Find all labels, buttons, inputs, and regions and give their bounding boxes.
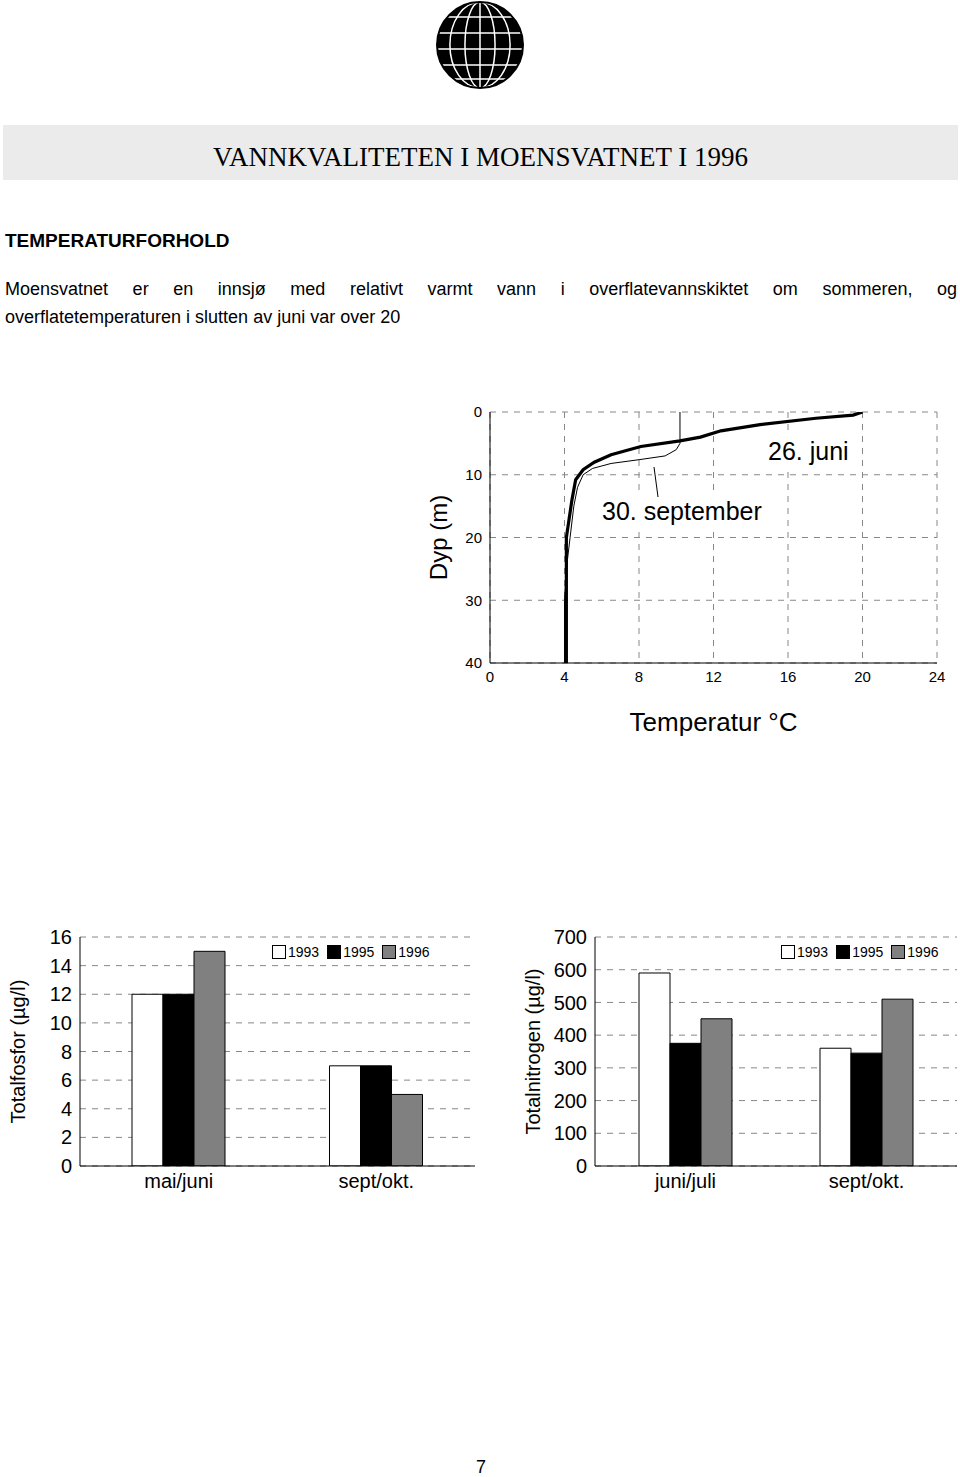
svg-text:12: 12 (705, 668, 722, 685)
html-text:VANNKVALITETEN I MOENSVATNET I: VANNKVALITETEN I MOENSVATNET I 1996 (213, 142, 748, 172)
html-text:1993: 1993 (288, 944, 320, 960)
svg-text:14: 14 (50, 955, 72, 977)
svg-text:30: 30 (465, 592, 482, 609)
svg-text:20: 20 (854, 668, 871, 685)
html-text:1995: 1995 (343, 944, 375, 960)
html-text:26. juni: 26. juni (768, 437, 849, 465)
html-text:1996: 1996 (907, 944, 939, 960)
html-text:1996: 1996 (398, 944, 430, 960)
svg-text:16: 16 (780, 668, 797, 685)
html-text:overflatetemperaturen i slutte: overflatetemperaturen i slutten av juni … (5, 307, 401, 327)
svg-text:Temperatur °C: Temperatur °C (630, 707, 798, 737)
svg-text:8: 8 (635, 668, 643, 685)
html-text:Moensvatnet er en innsjø med r: Moensvatnet er en innsjø med relativt va… (5, 279, 957, 299)
svg-text:4: 4 (560, 668, 568, 685)
svg-text:16: 16 (50, 926, 72, 948)
svg-text:Totalfosfor (µg/l): Totalfosfor (µg/l) (8, 980, 29, 1124)
svg-text:0: 0 (61, 1155, 72, 1177)
svg-text:40: 40 (465, 654, 482, 671)
svg-text:200: 200 (554, 1090, 587, 1112)
svg-text:600: 600 (554, 959, 587, 981)
svg-text:12: 12 (50, 983, 72, 1005)
svg-text:Dyp (m): Dyp (m) (425, 495, 452, 580)
svg-text:10: 10 (465, 466, 482, 483)
svg-text:sept/okt.: sept/okt. (338, 1170, 414, 1192)
svg-text:8: 8 (61, 1041, 72, 1063)
html-text:TEMPERATURFORHOLD: TEMPERATURFORHOLD (5, 230, 230, 251)
svg-text:20: 20 (465, 529, 482, 546)
html-text:7: 7 (476, 1457, 486, 1477)
svg-text:sept/okt.: sept/okt. (829, 1170, 905, 1192)
svg-text:mai/juni: mai/juni (144, 1170, 213, 1192)
svg-text:100: 100 (554, 1122, 587, 1144)
svg-text:0: 0 (486, 668, 494, 685)
svg-text:6: 6 (61, 1069, 72, 1091)
html-text:1993: 1993 (797, 944, 829, 960)
svg-text:juni/juli: juni/juli (654, 1170, 716, 1192)
svg-text:400: 400 (554, 1024, 587, 1046)
svg-text:0: 0 (576, 1155, 587, 1177)
svg-text:700: 700 (554, 926, 587, 948)
svg-text:0: 0 (474, 403, 482, 420)
svg-text:2: 2 (61, 1126, 72, 1148)
svg-text:Totalnitrogen (µg/l): Totalnitrogen (µg/l) (522, 968, 544, 1134)
html-text:1995: 1995 (852, 944, 884, 960)
svg-text:500: 500 (554, 992, 587, 1014)
svg-text:24: 24 (929, 668, 946, 685)
svg-text:4: 4 (61, 1098, 72, 1120)
html-text:30. september: 30. september (602, 497, 762, 525)
svg-text:10: 10 (50, 1012, 72, 1034)
svg-text:300: 300 (554, 1057, 587, 1079)
